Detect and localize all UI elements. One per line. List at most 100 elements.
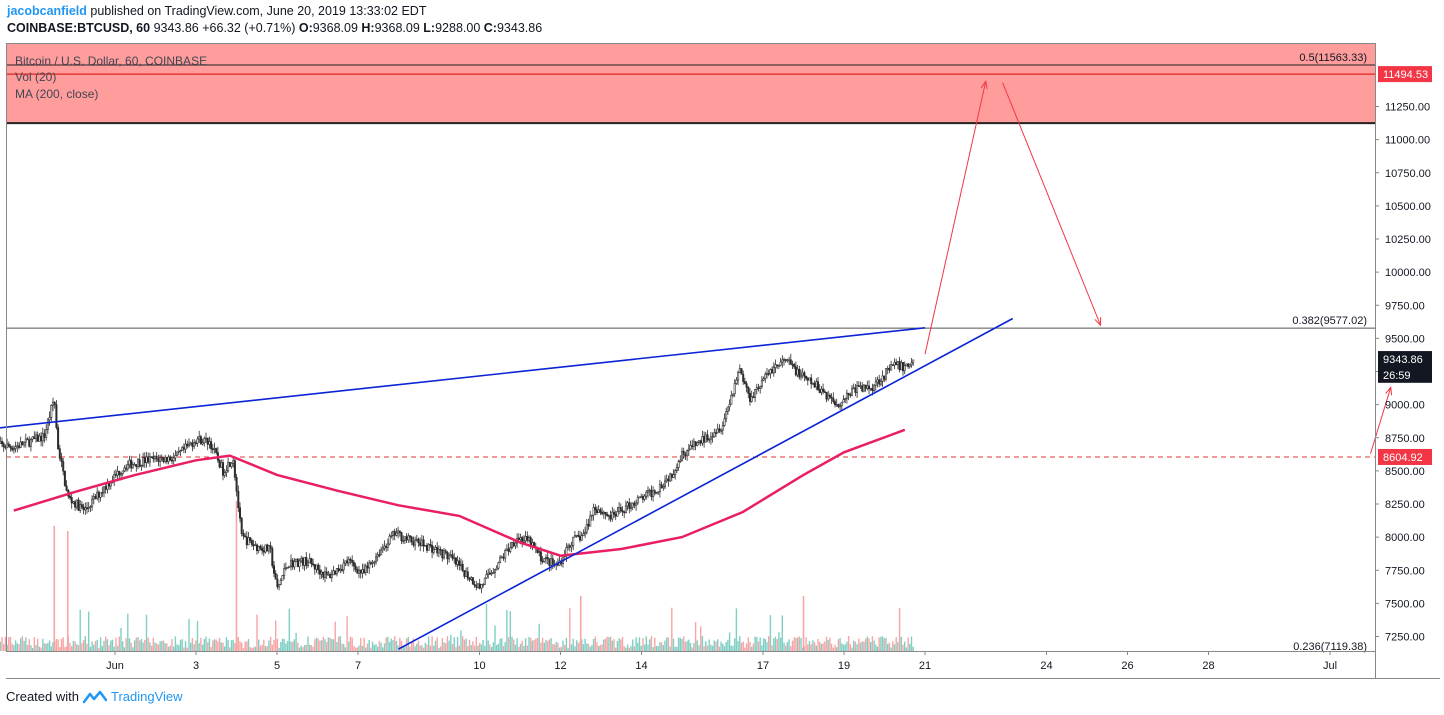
candle	[497, 561, 500, 570]
candle-body	[626, 502, 629, 507]
candle	[648, 488, 651, 496]
volume-bar	[237, 636, 239, 651]
volume-bar	[271, 644, 273, 651]
volume-bar	[91, 641, 93, 651]
candle	[351, 555, 354, 567]
volume-bar	[64, 646, 66, 651]
volume-bar	[200, 637, 202, 651]
candle-body	[884, 368, 887, 380]
tradingview-link[interactable]: TradingView	[110, 689, 183, 704]
trendline-upper[interactable]	[0, 326, 926, 429]
author-link[interactable]: jacobcanfield	[7, 4, 87, 18]
candle-body	[41, 433, 44, 442]
candle	[213, 442, 216, 454]
candle-body	[257, 546, 260, 551]
projection-arrow[interactable]	[1002, 82, 1102, 327]
candle	[888, 364, 891, 374]
candle	[174, 450, 177, 462]
candle	[323, 566, 326, 583]
candle	[225, 465, 228, 477]
candle	[366, 561, 369, 574]
price-change: +66.32 (+0.71%)	[202, 21, 296, 35]
candle	[759, 385, 762, 394]
candle	[442, 547, 445, 560]
time-axis[interactable]: Jun 3 5 7 10 12 14 17 19 21 24 26 28 Jul	[106, 651, 1337, 672]
candle	[454, 557, 457, 567]
volume-bar	[337, 636, 340, 651]
volume-bar	[805, 637, 807, 651]
candle-body	[840, 401, 843, 407]
volume-bar	[484, 645, 486, 651]
candle	[805, 375, 808, 381]
projection-arrow[interactable]	[1370, 386, 1393, 454]
candle	[752, 391, 755, 399]
candle	[148, 452, 151, 467]
candle	[400, 531, 403, 545]
candle	[806, 376, 809, 386]
candle-body	[395, 532, 398, 536]
candle	[97, 490, 100, 503]
candle-body	[398, 530, 401, 533]
price-axis[interactable]: 11250.0011000.0010750.0010500.0010250.00…	[1375, 102, 1431, 644]
volume-bar	[450, 634, 452, 651]
candle-body	[500, 556, 503, 559]
candle-body	[905, 363, 908, 367]
candle	[278, 583, 281, 591]
candle	[747, 385, 750, 399]
candle-body	[643, 495, 646, 500]
volume-bar	[518, 646, 520, 651]
candle-body	[33, 436, 36, 439]
candle	[208, 436, 211, 449]
volume-bar	[339, 636, 341, 651]
volume-bar	[611, 640, 613, 651]
volume-bar	[552, 643, 554, 651]
candle	[262, 546, 265, 557]
volume-bar	[574, 646, 576, 651]
candle-body	[714, 432, 717, 434]
volume-bar	[642, 638, 644, 651]
volume-bar	[123, 647, 126, 651]
y-tick-label: 11000.00	[1385, 135, 1430, 147]
candle	[155, 452, 158, 463]
volume-bar	[453, 637, 455, 651]
candle-body	[497, 562, 500, 569]
x-tick-label: 5	[274, 660, 280, 672]
price-tag: 8604.92	[1378, 448, 1432, 465]
volume-bar	[3, 644, 5, 651]
candle	[544, 554, 547, 564]
projection-arrows[interactable]	[924, 80, 1393, 454]
projection-arrow[interactable]	[924, 80, 988, 355]
candle-body	[339, 569, 342, 572]
candle-body	[849, 394, 852, 396]
trendlines[interactable]	[0, 317, 1014, 650]
volume-bar	[643, 644, 646, 651]
candle-body	[420, 539, 423, 546]
volume-bar	[883, 638, 885, 651]
trendline-lower[interactable]	[398, 317, 1014, 650]
candle-body	[704, 434, 707, 443]
candle-body	[82, 506, 85, 511]
resistance-zone	[6, 43, 1375, 124]
volume-bar	[553, 644, 556, 651]
candle	[555, 561, 558, 571]
candle	[34, 431, 37, 443]
candle	[53, 401, 56, 409]
candle-body	[213, 448, 216, 451]
candle	[41, 427, 44, 447]
candle-body	[4, 446, 7, 449]
candle-body	[648, 489, 651, 492]
volume-bar	[431, 636, 433, 651]
volume-bar	[392, 640, 394, 651]
candle-body	[194, 442, 197, 444]
candle	[652, 486, 655, 502]
candle-body	[755, 387, 758, 390]
candle	[252, 539, 255, 551]
volume-bar	[791, 640, 794, 651]
candle-body	[407, 535, 410, 541]
volume-bar	[513, 639, 515, 651]
candle	[198, 430, 201, 443]
candle-body	[155, 456, 158, 460]
volume-bar	[496, 644, 498, 651]
candle	[735, 377, 738, 385]
